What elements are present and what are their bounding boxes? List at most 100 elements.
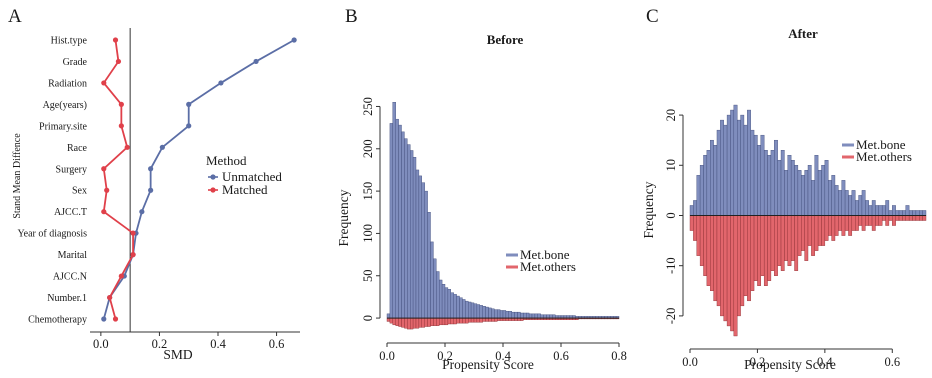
histogram-bar-met-others (476, 317, 480, 323)
histogram-bar-met-bone (824, 160, 829, 216)
x-tick-label: 0.2 (152, 337, 168, 351)
category-label: Radiation (48, 78, 87, 89)
histogram-bar-met-bone (811, 180, 815, 216)
histogram-bar-met-others (699, 215, 704, 266)
histogram-bar-met-others (797, 215, 802, 256)
histogram-bar-met-bone (774, 139, 778, 216)
histogram-bar-met-others (459, 317, 463, 324)
series-line-matched (102, 39, 134, 320)
histogram-bar-met-others (912, 215, 917, 221)
histogram-bar-met-others (703, 215, 708, 276)
histogram-bar-met-bone (499, 310, 504, 319)
histogram-bar-met-others (407, 317, 411, 330)
data-point (139, 209, 145, 215)
legend: Method Unmatched Matched (206, 153, 282, 197)
y-tick-label: 20 (664, 109, 678, 122)
histogram-bar-met-others (777, 215, 782, 266)
histogram-bar-met-others (482, 317, 486, 322)
histogram-bar-met-others (811, 215, 815, 256)
histogram-bar-met-others (814, 215, 819, 251)
histogram-bar-met-bone (540, 314, 544, 319)
panel-a-smd-chart: Hist.type Grade Radiation Age(years) Primary… (12, 28, 300, 362)
x-tick-label: 0.4 (817, 355, 833, 369)
histogram-bar-met-bone (885, 200, 890, 216)
histogram-bar-met-others (424, 317, 428, 327)
category-label: AJCC.T (54, 207, 87, 218)
histogram-bar-met-bone (433, 258, 437, 319)
histogram-bar-met-bone (534, 313, 539, 319)
legend-label-others: Met.others (520, 259, 576, 274)
histogram-bar-met-others (737, 215, 741, 317)
histogram-bar-met-bone (410, 150, 414, 319)
histogram-bar-met-bone (421, 182, 425, 319)
histogram-bar-met-others (858, 215, 863, 226)
histogram-bar-met-others (436, 317, 440, 326)
histogram-bar-met-bone (888, 210, 893, 216)
legend-marker-unmatched (210, 174, 216, 180)
histogram-bar-met-bone (699, 165, 704, 216)
legend-marker-matched (210, 187, 216, 193)
y-tick-label: 150 (361, 182, 375, 201)
category-label: AJCC.N (53, 272, 87, 283)
histogram-bar-met-bone (777, 160, 782, 216)
category-label: Hist.type (51, 36, 88, 47)
histogram-bar-met-bone (549, 314, 553, 319)
x-tick-label: 0.0 (379, 349, 395, 363)
x-tick-label: 0.2 (437, 349, 453, 363)
data-point (291, 37, 297, 43)
panel-c-after-histogram: After -20 -10 0 10 20 0.0 0.2 0.4 0.6 Propensity… (641, 26, 927, 372)
histogram-bar-met-others (706, 215, 711, 286)
histogram-bar-met-others (412, 317, 417, 329)
x-tick-label: 0.0 (682, 355, 698, 369)
histogram-bar-met-bone (878, 205, 883, 216)
histogram-bar-met-others (418, 317, 422, 328)
histogram-bar-met-others (415, 317, 420, 329)
histogram-bar-met-others (494, 317, 498, 322)
histogram-bar-met-bone (441, 284, 446, 319)
data-point (115, 58, 122, 65)
histogram-bar-met-others (838, 215, 842, 231)
histogram-bar-met-bone (485, 306, 489, 319)
category-label: Primary.site (39, 121, 88, 132)
axes: 0 50 100 150 200 250 0.0 0.2 0.4 0.6 0.8 (361, 97, 627, 363)
histogram-bar-met-bone (514, 311, 518, 319)
histogram-bar-met-bone (488, 307, 492, 319)
histogram-bar-met-others (878, 215, 883, 226)
histogram-bar-met-bone (905, 205, 910, 216)
histogram-bar-met-bone (794, 165, 799, 216)
histogram-bar-met-bone (482, 306, 486, 319)
data-point (186, 101, 192, 107)
histogram-bar-met-bone (767, 155, 772, 216)
histogram-bar-met-others (790, 215, 795, 261)
y-tick-label: 0 (361, 315, 375, 321)
histogram-bars (386, 102, 620, 330)
histogram-bar-met-others (389, 317, 393, 324)
histogram-bar-met-bone (526, 312, 530, 319)
legend-title: Method (206, 153, 247, 168)
histogram-bar-met-others (398, 317, 402, 327)
data-point (101, 166, 107, 172)
histogram-bar-met-bone (838, 190, 842, 216)
axes: -20 -10 0 10 20 0.0 0.2 0.4 0.6 (664, 109, 926, 369)
histogram-bar-met-bone (726, 114, 731, 216)
series-lines (101, 37, 297, 322)
x-tick-label: 0.6 (884, 355, 900, 369)
histogram-bar-met-bone (710, 139, 714, 216)
histogram-bar-met-bone (505, 311, 509, 319)
y-axis-label: Frequency (336, 189, 351, 246)
histogram-bar-met-others (462, 317, 466, 324)
histogram-bar-met-others (713, 215, 718, 302)
histogram-bar-met-bone (470, 302, 475, 319)
histogram-bar-met-others (740, 215, 745, 307)
histogram-bar-met-bone (841, 180, 846, 216)
histogram-bar-met-others (410, 317, 414, 330)
y-axis-label: Stand Mean Diffence (12, 133, 23, 219)
histogram-bar-met-bone (821, 165, 826, 216)
histogram-bar-met-bone (858, 195, 863, 216)
histogram-bar-met-bone (450, 292, 454, 319)
histogram-bar-met-others (834, 215, 839, 236)
panel-letter-b: B (345, 6, 358, 27)
data-point (104, 187, 110, 193)
histogram-bar-met-bone (468, 301, 472, 319)
